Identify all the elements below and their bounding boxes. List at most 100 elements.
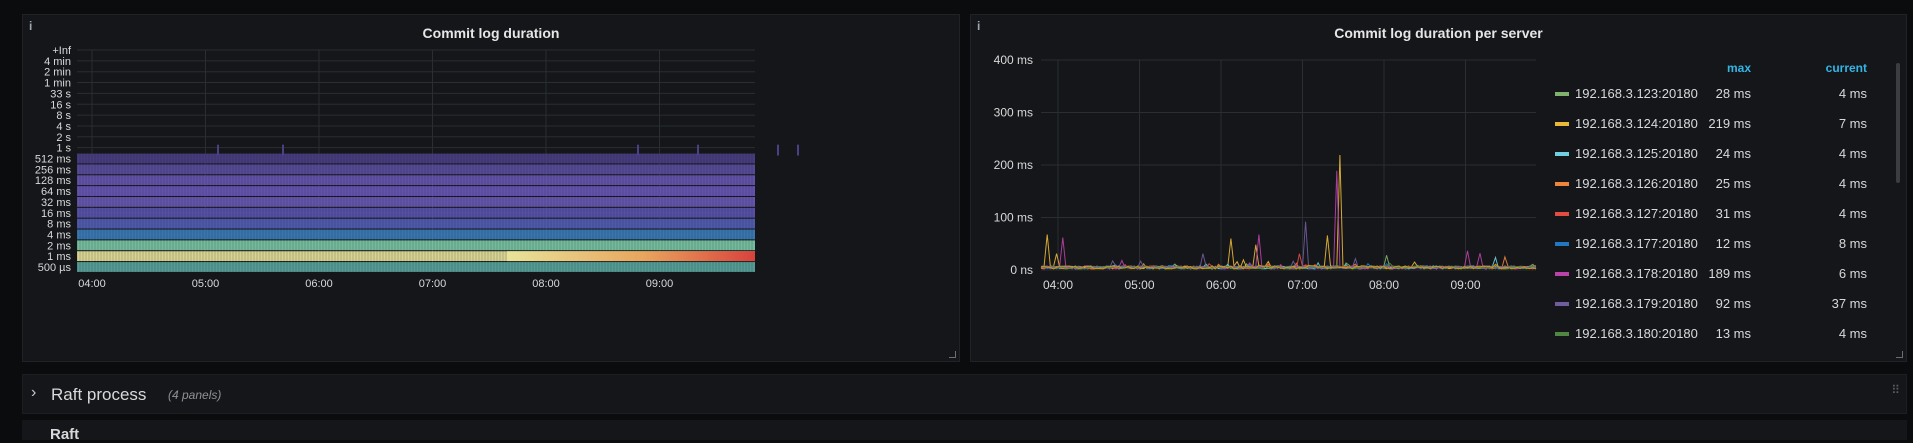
info-icon[interactable]: i (29, 19, 33, 33)
legend-swatch[interactable] (1555, 212, 1569, 216)
panel-title[interactable]: Commit log duration (422, 25, 560, 41)
series-line[interactable] (1040, 263, 1537, 270)
y-tick-label: 0 ns (1010, 263, 1033, 277)
resize-handle[interactable] (1896, 351, 1903, 358)
legend-current-value: 8 ms (1838, 236, 1867, 251)
legend-swatch[interactable] (1555, 152, 1569, 156)
legend-series-name[interactable]: 192.168.3.178:20180 (1575, 266, 1698, 281)
heatmap-outlier[interactable] (777, 144, 779, 156)
series-line[interactable] (1040, 154, 1537, 270)
series-line[interactable] (1040, 221, 1537, 270)
legend-current-value: 4 ms (1838, 146, 1867, 161)
y-tick-label: 32 ms (41, 197, 71, 209)
y-tick-label: 500 µs (38, 262, 72, 274)
legend-max-value: 24 ms (1715, 146, 1751, 161)
legend-item[interactable]: 192.168.3.179:20180 92 ms 37 ms (1551, 289, 1891, 319)
row-raft-process[interactable]: › Raft process (4 panels) ⠿ (22, 374, 1907, 414)
legend-swatch[interactable] (1555, 122, 1569, 126)
legend-swatch[interactable] (1555, 272, 1569, 276)
x-tick-label: 06:00 (1206, 278, 1236, 292)
heatmap-outlier[interactable] (282, 144, 284, 156)
y-tick-label: 33 s (50, 88, 71, 100)
legend-item[interactable]: 192.168.3.182:20180 11 ms 4 ms (1551, 349, 1891, 357)
row-panel-count: (4 panels) (168, 388, 222, 402)
y-tick-label: 8 s (56, 110, 71, 122)
legend-series-name[interactable]: 192.168.3.124:20180 (1575, 116, 1698, 131)
heatmap-outlier[interactable] (217, 144, 219, 156)
legend-item[interactable]: 192.168.3.178:20180 189 ms 6 ms (1551, 259, 1891, 289)
series-line[interactable] (1040, 170, 1537, 270)
y-tick-label: 16 ms (41, 208, 71, 220)
legend-swatch[interactable] (1555, 332, 1569, 336)
x-tick-label: 08:00 (1369, 278, 1399, 292)
row-title[interactable]: Raft process (51, 385, 147, 404)
y-tick-label: 512 ms (35, 154, 72, 166)
legend-item[interactable]: 192.168.3.125:20180 24 ms 4 ms (1551, 139, 1891, 169)
legend-item[interactable]: 192.168.3.180:20180 13 ms 4 ms (1551, 319, 1891, 349)
heatmap-outlier[interactable] (797, 144, 799, 156)
y-tick-label: +Inf (52, 45, 72, 57)
legend-item[interactable]: 192.168.3.127:20180 31 ms 4 ms (1551, 199, 1891, 229)
heatmap-hot-cells[interactable] (507, 251, 755, 262)
legend-table: max current 192.168.3.123:20180 28 ms 4 ms… (1551, 57, 1891, 357)
legend-rows: 192.168.3.123:20180 28 ms 4 ms 192.168.3.12… (1551, 79, 1891, 357)
legend-swatch[interactable] (1555, 242, 1569, 246)
legend-swatch[interactable] (1555, 302, 1569, 306)
drag-handle-icon[interactable]: ⠿ (1891, 383, 1900, 397)
resize-handle[interactable] (949, 351, 956, 358)
legend-current-value: 37 ms (1831, 296, 1867, 311)
y-tick-label: 2 ms (47, 240, 71, 252)
y-tick-label: 200 ms (994, 158, 1033, 172)
legend-series-name[interactable]: 192.168.3.123:20180 (1575, 86, 1698, 101)
x-tick-label: 05:00 (1124, 278, 1154, 292)
legend-series-name[interactable]: 192.168.3.180:20180 (1575, 326, 1698, 341)
legend-swatch[interactable] (1555, 182, 1569, 186)
x-tick-label: 09:00 (646, 278, 674, 290)
x-tick-label: 05:00 (192, 278, 220, 290)
legend-series-name[interactable]: 192.168.3.177:20180 (1575, 236, 1698, 251)
y-tick-label: 1 min (44, 78, 71, 90)
legend-scrollbar[interactable] (1896, 63, 1900, 183)
line-chart[interactable]: 400 ms 300 ms 200 ms 100 ms 0 ns 04:00 05:00 06… (971, 15, 1551, 363)
legend-current-value: 6 ms (1838, 266, 1867, 281)
y-tick-label: 64 ms (41, 186, 71, 198)
legend-item[interactable]: 192.168.3.126:20180 25 ms 4 ms (1551, 169, 1891, 199)
legend-series-name[interactable]: 192.168.3.179:20180 (1575, 296, 1698, 311)
legend-max-value: 92 ms (1715, 296, 1751, 311)
legend-max-header[interactable]: max (1726, 61, 1751, 75)
panel-commit-log-duration[interactable]: i Commit log duration +Inf 4 min 2 min 1 mi… (22, 14, 960, 362)
legend-series-name[interactable]: 192.168.3.127:20180 (1575, 206, 1698, 221)
y-tick-label: 128 ms (35, 175, 72, 187)
panel-title[interactable]: Commit log duration per server (1334, 25, 1543, 41)
heatmap-outlier[interactable] (637, 144, 639, 156)
legend-max-value: 25 ms (1715, 176, 1751, 191)
legend-max-value: 12 ms (1715, 236, 1751, 251)
legend-max-value: 13 ms (1715, 326, 1751, 341)
legend-max-value: 189 ms (1708, 266, 1751, 281)
y-tick-label: 4 ms (47, 229, 71, 241)
y-tick-label: 1 ms (47, 251, 71, 263)
info-icon[interactable]: i (977, 19, 981, 33)
legend-swatch[interactable] (1555, 92, 1569, 96)
y-tick-label: 300 ms (994, 106, 1033, 120)
y-tick-label: 1 s (56, 143, 71, 155)
legend-current-header[interactable]: current (1825, 61, 1867, 75)
x-tick-label: 09:00 (1450, 278, 1480, 292)
x-tick-label: 08:00 (532, 278, 560, 290)
legend-max-value: 219 ms (1708, 116, 1751, 131)
legend-item[interactable]: 192.168.3.177:20180 12 ms 8 ms (1551, 229, 1891, 259)
legend-series-name[interactable]: 192.168.3.126:20180 (1575, 176, 1698, 191)
row-raft[interactable]: Raft (22, 420, 1907, 443)
row-title[interactable]: Raft (50, 426, 80, 443)
legend-current-value: 4 ms (1839, 349, 1867, 357)
y-tick-label: 2 min (44, 67, 71, 79)
legend-series-name[interactable]: 192.168.3.182:20180 (1575, 349, 1698, 357)
legend-item[interactable]: 192.168.3.123:20180 28 ms 4 ms (1551, 79, 1891, 109)
legend-series-name[interactable]: 192.168.3.125:20180 (1575, 146, 1698, 161)
y-tick-label: 256 ms (35, 164, 72, 176)
chevron-right-icon[interactable]: › (31, 384, 37, 401)
legend-item[interactable]: 192.168.3.124:20180 219 ms 7 ms (1551, 109, 1891, 139)
heatmap-outlier[interactable] (697, 144, 699, 156)
panel-commit-log-duration-per-server[interactable]: i Commit log duration per server 400 ms 3… (970, 14, 1907, 362)
